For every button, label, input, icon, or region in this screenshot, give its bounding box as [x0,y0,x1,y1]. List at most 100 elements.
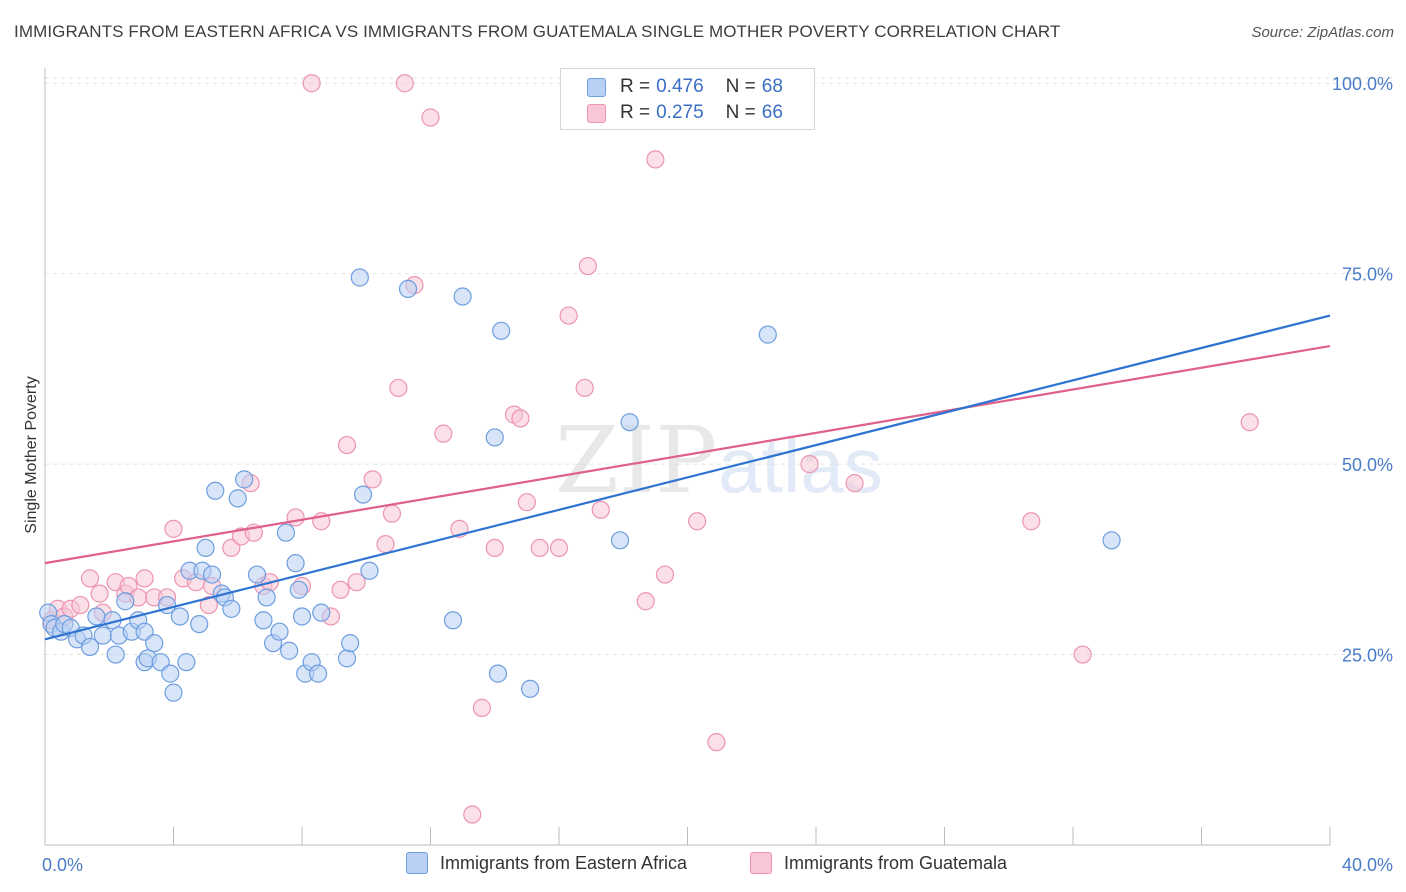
point-eastern-africa [170,607,190,626]
y-axis-title: Single Mother Poverty [23,376,40,533]
bottom-legend-guatemala: Immigrants from Guatemala [750,852,1007,874]
point-guatemala [337,435,357,455]
point-guatemala [578,256,598,276]
gridlines [45,77,1392,656]
point-guatemala [636,592,655,611]
point-eastern-africa [492,321,511,340]
tick-labels: 25.0% 50.0% 75.0% 100.0% 0.0% 40.0% [42,74,1393,875]
point-eastern-africa [206,481,225,500]
point-eastern-africa [758,325,777,344]
bottom-legend-eastern-africa: Immigrants from Eastern Africa [406,852,687,874]
point-eastern-africa [87,607,106,626]
point-eastern-africa [453,287,472,306]
point-guatemala [164,519,183,538]
point-eastern-africa [292,607,312,626]
point-guatemala [517,493,536,512]
point-eastern-africa [222,599,241,618]
legend-n-value: 66 [761,102,783,123]
point-guatemala [463,805,482,824]
legend-row-guatemala: R = 0.275 N = 66 [587,101,783,125]
point-eastern-africa [1102,531,1121,550]
point-guatemala [434,424,453,443]
point-guatemala [655,565,675,584]
point-eastern-africa [289,580,308,599]
point-guatemala [395,74,414,93]
point-eastern-africa [286,554,305,573]
series-guatemala-points [42,74,1259,824]
point-guatemala [845,474,864,493]
point-guatemala [1240,413,1259,432]
legend-r-label: R = [620,76,651,97]
point-guatemala [286,508,305,527]
point-eastern-africa [398,279,418,299]
y-tick-label: 100.0% [1332,74,1393,94]
point-eastern-africa [80,637,100,657]
point-guatemala [135,569,154,588]
point-guatemala [331,580,350,599]
series-eastern-africa-points [39,268,1121,702]
point-eastern-africa [276,523,296,542]
x-tick-label: 0.0% [42,855,83,875]
point-eastern-africa [196,538,215,558]
point-eastern-africa [161,664,180,683]
point-guatemala [688,512,707,531]
legend: R = 0.476 N = 68 R = 0.275 N = 66 [560,68,815,130]
trend-lines [44,314,1331,641]
point-eastern-africa [116,592,135,611]
point-guatemala [485,538,504,558]
legend-row-eastern-africa: R = 0.476 N = 68 [587,75,783,99]
legend-r-value: 0.275 [656,102,704,123]
point-eastern-africa [353,485,373,504]
trend-guatemala [44,344,1331,565]
point-eastern-africa [190,614,209,634]
point-guatemala [549,538,569,558]
point-guatemala [591,500,610,519]
point-eastern-africa [202,565,222,584]
legend-n-value: 68 [761,76,783,97]
point-eastern-africa [520,679,540,698]
point-eastern-africa [228,489,247,508]
bottom-legend-label: Immigrants from Guatemala [784,852,1008,873]
point-eastern-africa [485,428,504,447]
legend-r-label: R = [620,102,651,123]
point-eastern-africa [350,268,369,287]
point-eastern-africa [257,588,276,607]
bottom-legend-swatch-blue [406,852,428,874]
point-guatemala [71,595,90,615]
legend-swatch-blue [587,77,606,97]
point-eastern-africa [280,641,299,660]
y-tick-label: 50.0% [1342,455,1393,475]
point-guatemala [800,455,819,474]
point-eastern-africa [488,664,508,683]
point-eastern-africa [247,565,267,584]
point-eastern-africa [93,626,112,645]
point-guatemala [646,150,665,169]
point-eastern-africa [341,634,360,653]
point-eastern-africa [620,413,639,432]
point-guatemala [421,108,440,127]
point-guatemala [707,733,726,752]
chart-title: IMMIGRANTS FROM EASTERN AFRICA VS IMMIGR… [14,22,1061,41]
point-guatemala [1073,645,1092,664]
point-guatemala [530,538,549,558]
point-eastern-africa [145,634,164,653]
point-guatemala [472,698,491,717]
point-eastern-africa [177,653,196,672]
legend-r-value: 0.476 [656,76,704,97]
point-guatemala [80,569,100,588]
point-guatemala [575,378,594,398]
point-guatemala [363,470,382,489]
point-guatemala [511,409,530,428]
point-guatemala [199,595,218,615]
axes [44,68,1331,846]
point-eastern-africa [337,649,357,668]
point-guatemala [376,535,395,554]
point-eastern-africa [308,664,328,683]
point-eastern-africa [164,683,183,702]
point-guatemala [90,584,109,603]
point-guatemala [302,74,321,93]
point-guatemala [559,306,578,325]
trend-eastern-africa [44,314,1331,641]
point-eastern-africa [254,611,273,630]
